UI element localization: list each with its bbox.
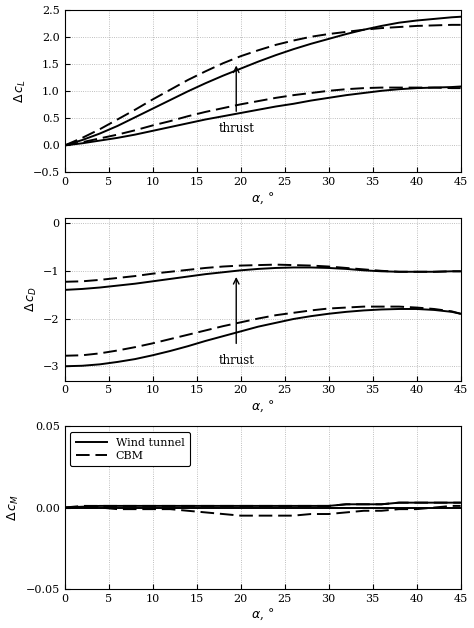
CBM [97, 502, 103, 510]
Wind tunnel [185, 502, 191, 510]
Wind tunnel [414, 499, 419, 506]
CBM [220, 502, 226, 510]
CBM [308, 502, 314, 510]
Wind tunnel [361, 501, 367, 508]
Wind tunnel [308, 502, 314, 510]
Wind tunnel [202, 502, 208, 510]
CBM [255, 502, 261, 510]
Wind tunnel [115, 502, 120, 510]
Y-axis label: $\Delta\,c_L$: $\Delta\,c_L$ [13, 80, 28, 103]
CBM [361, 501, 367, 508]
Text: thrust: thrust [219, 354, 254, 367]
Wind tunnel [458, 499, 464, 506]
Wind tunnel [291, 502, 296, 510]
CBM [273, 502, 279, 510]
Wind tunnel [326, 502, 331, 510]
Wind tunnel [97, 502, 103, 510]
Wind tunnel [220, 502, 226, 510]
Text: thrust: thrust [219, 122, 254, 134]
Wind tunnel [449, 499, 455, 506]
CBM [132, 502, 138, 510]
Legend: Wind tunnel, CBM: Wind tunnel, CBM [70, 432, 190, 467]
X-axis label: $\alpha$, °: $\alpha$, ° [251, 606, 274, 622]
CBM [396, 499, 402, 506]
CBM [449, 499, 455, 506]
Y-axis label: $\Delta\,c_D$: $\Delta\,c_D$ [24, 286, 39, 312]
CBM [414, 499, 419, 506]
Wind tunnel [343, 501, 349, 508]
CBM [185, 502, 191, 510]
Y-axis label: $\Delta\,c_M$: $\Delta\,c_M$ [6, 494, 21, 521]
Wind tunnel [132, 502, 138, 510]
CBM [150, 502, 155, 510]
Wind tunnel [379, 501, 384, 508]
CBM [431, 499, 437, 506]
Line: Wind tunnel: Wind tunnel [64, 502, 461, 507]
CBM [458, 499, 464, 506]
X-axis label: $\alpha$, °: $\alpha$, ° [251, 398, 274, 414]
CBM [167, 502, 173, 510]
Wind tunnel [62, 504, 67, 511]
CBM [115, 502, 120, 510]
Wind tunnel [238, 502, 244, 510]
CBM [62, 504, 67, 511]
Wind tunnel [396, 499, 402, 506]
Wind tunnel [150, 502, 155, 510]
X-axis label: $\alpha$, °: $\alpha$, ° [251, 190, 274, 205]
Wind tunnel [79, 503, 85, 511]
Wind tunnel [255, 502, 261, 510]
CBM [291, 502, 296, 510]
Line: CBM: CBM [64, 502, 461, 507]
CBM [326, 502, 331, 510]
Wind tunnel [273, 502, 279, 510]
Wind tunnel [431, 499, 437, 506]
CBM [202, 502, 208, 510]
Wind tunnel [167, 502, 173, 510]
CBM [238, 502, 244, 510]
CBM [379, 501, 384, 508]
CBM [343, 501, 349, 508]
CBM [79, 502, 85, 510]
